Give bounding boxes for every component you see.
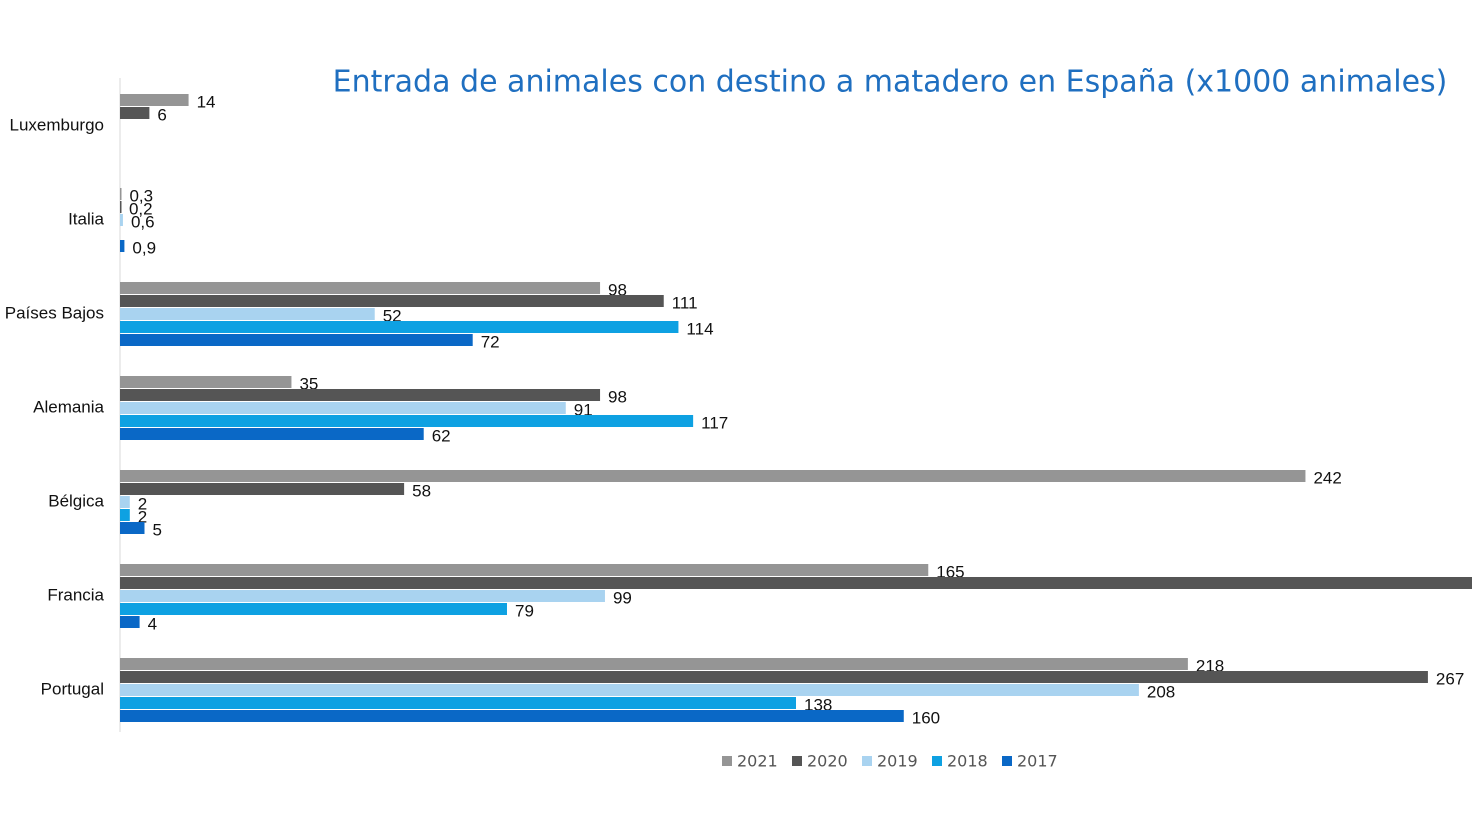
bar bbox=[120, 710, 904, 722]
value-label: 98 bbox=[608, 387, 627, 406]
value-label: 111 bbox=[672, 293, 698, 312]
category-label: Portugal bbox=[41, 679, 104, 698]
value-label: 79 bbox=[515, 601, 534, 620]
bar bbox=[120, 697, 796, 709]
value-label: 62 bbox=[432, 426, 451, 445]
legend-label: 2020 bbox=[807, 752, 848, 771]
bar bbox=[120, 616, 140, 628]
bar bbox=[120, 603, 507, 615]
value-label: 138 bbox=[804, 695, 832, 714]
value-label: 0,3 bbox=[129, 186, 153, 205]
legend-swatch bbox=[932, 756, 942, 766]
bar bbox=[120, 402, 566, 414]
bar bbox=[120, 509, 130, 521]
bar bbox=[120, 308, 375, 320]
value-label: 2 bbox=[138, 507, 147, 526]
value-label: 58 bbox=[412, 481, 431, 500]
bar bbox=[120, 428, 424, 440]
value-label: 208 bbox=[1147, 682, 1175, 701]
value-label: 35 bbox=[299, 374, 318, 393]
bar bbox=[120, 590, 605, 602]
value-label: 267 bbox=[1436, 669, 1464, 688]
bar bbox=[120, 214, 123, 226]
legend: 2021 2020 2019 2018 2017 bbox=[722, 752, 1058, 771]
value-label: 218 bbox=[1196, 656, 1224, 675]
category-label: Italia bbox=[68, 209, 104, 228]
value-label: 117 bbox=[701, 413, 728, 432]
value-label: 72 bbox=[481, 332, 500, 351]
value-label: 4 bbox=[148, 614, 157, 633]
bar bbox=[120, 389, 601, 401]
bar bbox=[120, 496, 130, 508]
plot-area: 1460,30,20,60,99811152114723598911176224… bbox=[120, 92, 1472, 727]
bar bbox=[120, 240, 125, 252]
category-label: Alemania bbox=[33, 397, 104, 416]
value-label: 98 bbox=[608, 280, 627, 299]
legend-swatch bbox=[862, 756, 872, 766]
value-label: 52 bbox=[383, 306, 402, 325]
value-label: 14 bbox=[197, 92, 216, 111]
bar bbox=[120, 321, 679, 333]
bar bbox=[120, 295, 664, 307]
bar bbox=[120, 522, 145, 534]
bar bbox=[120, 376, 292, 388]
bar bbox=[120, 107, 150, 119]
category-label: Luxemburgo bbox=[9, 115, 104, 134]
legend-label: 2019 bbox=[877, 752, 918, 771]
bar bbox=[120, 415, 694, 427]
chart-title: Entrada de animales con destino a matade… bbox=[333, 65, 1448, 100]
value-label: 242 bbox=[1313, 468, 1341, 487]
category-label: Bélgica bbox=[48, 491, 104, 510]
bar bbox=[120, 188, 122, 200]
bar bbox=[120, 94, 189, 106]
value-label: 0,2 bbox=[129, 199, 153, 218]
value-label: 2 bbox=[138, 494, 147, 513]
bar bbox=[120, 671, 1428, 683]
value-label: 114 bbox=[686, 319, 713, 338]
legend-swatch bbox=[1002, 756, 1012, 766]
value-label: 6 bbox=[157, 105, 166, 124]
category-label: Países Bajos bbox=[5, 303, 104, 322]
bar bbox=[120, 684, 1139, 696]
legend-label: 2017 bbox=[1017, 752, 1058, 771]
bar bbox=[120, 282, 601, 294]
value-label: 0,9 bbox=[132, 238, 156, 257]
value-label: 5 bbox=[152, 520, 161, 539]
bar bbox=[120, 577, 1472, 589]
legend-swatch bbox=[722, 756, 732, 766]
value-label: 0,6 bbox=[131, 212, 155, 231]
bar bbox=[120, 201, 122, 213]
value-label: 165 bbox=[936, 562, 964, 581]
legend-label: 2021 bbox=[737, 752, 778, 771]
bar bbox=[120, 483, 405, 495]
bar bbox=[120, 658, 1188, 670]
bar bbox=[120, 470, 1306, 482]
legend-swatch bbox=[792, 756, 802, 766]
value-label: 160 bbox=[912, 708, 940, 727]
value-label: 99 bbox=[613, 588, 632, 607]
bar bbox=[120, 334, 473, 346]
value-label: 91 bbox=[574, 400, 593, 419]
bar bbox=[120, 564, 929, 576]
legend-label: 2018 bbox=[947, 752, 988, 771]
category-label: Francia bbox=[47, 585, 104, 604]
